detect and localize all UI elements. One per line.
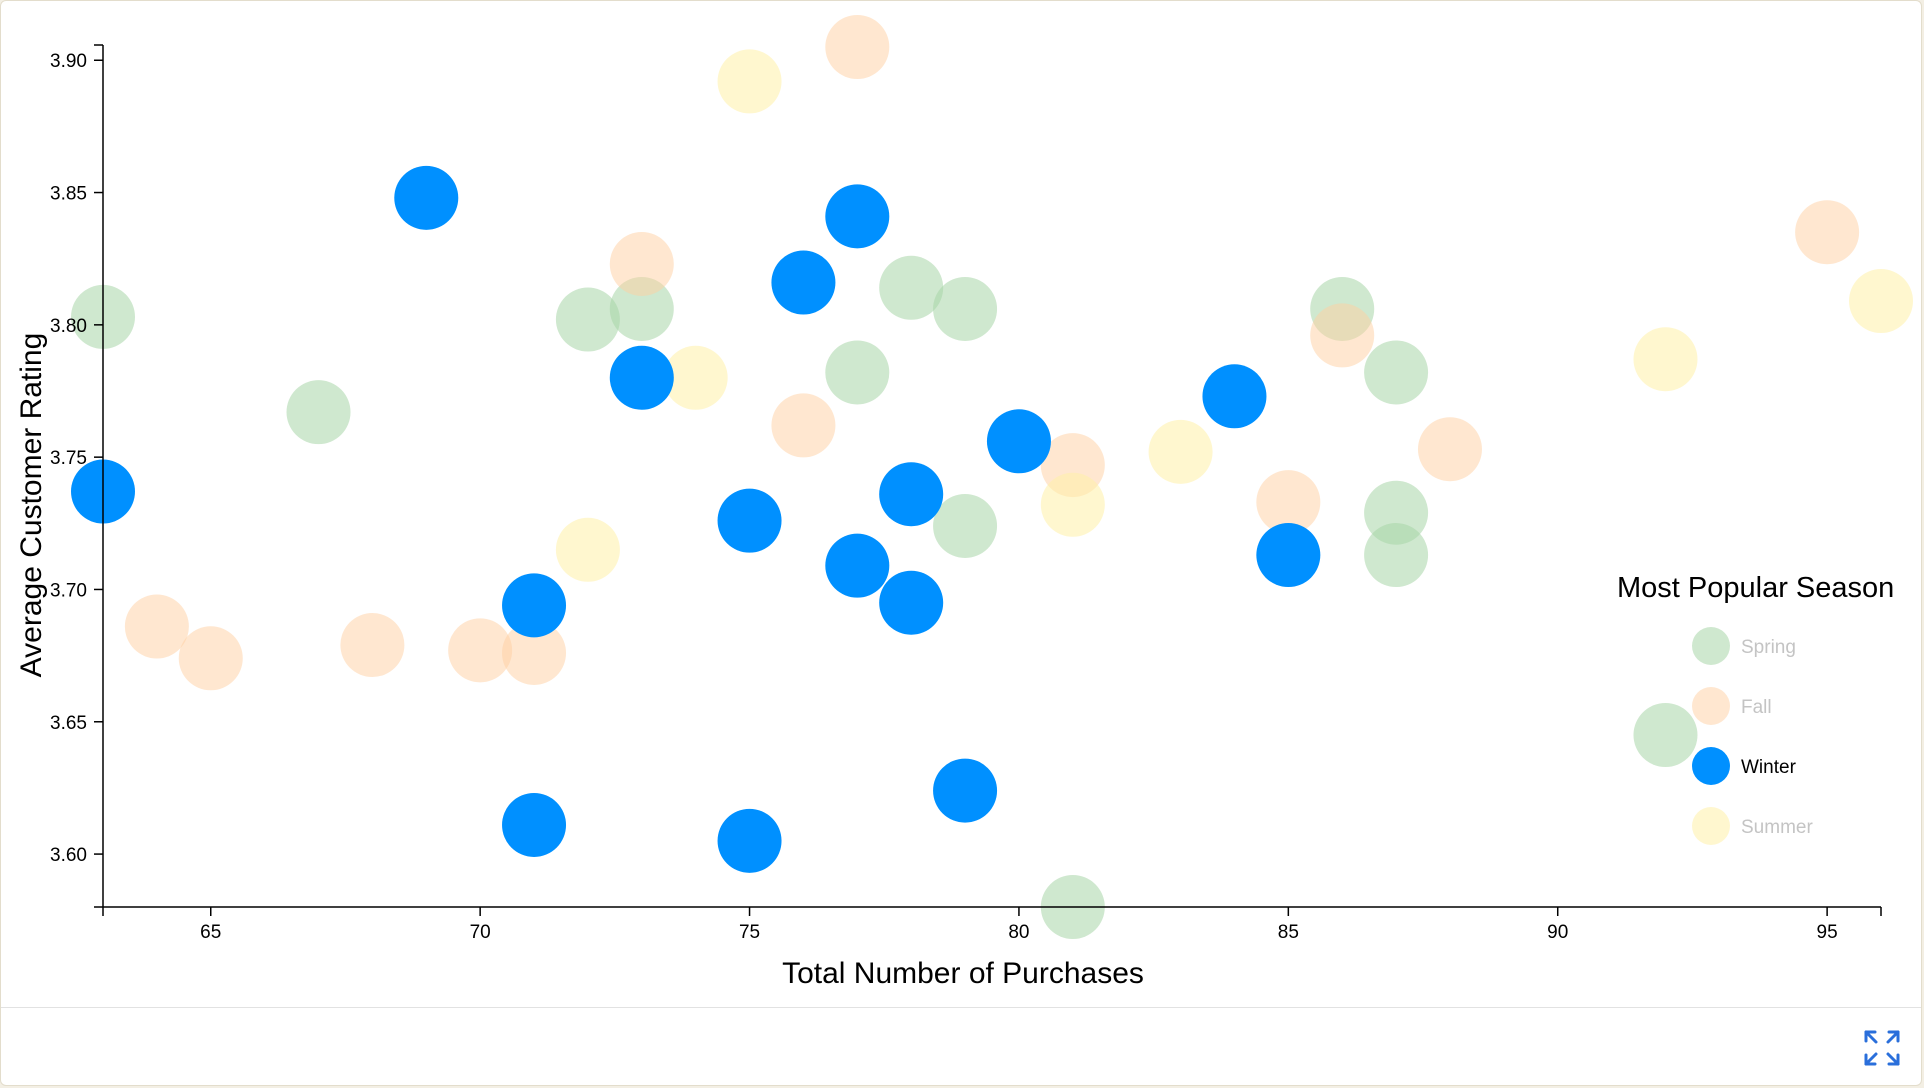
data-point-winter[interactable]: [1202, 364, 1267, 429]
data-point-fall[interactable]: [1417, 417, 1482, 482]
series-winter: [71, 165, 1321, 873]
data-point-spring[interactable]: [879, 255, 944, 320]
legend: Most Popular Season Spring Fall Winter Summ…: [1617, 572, 1894, 845]
data-point-spring[interactable]: [1364, 340, 1429, 405]
x-tick-label: 80: [1008, 922, 1029, 943]
data-point-summer[interactable]: [1633, 327, 1698, 392]
legend-label-spring: Spring: [1741, 637, 1796, 658]
data-point-winter[interactable]: [879, 570, 944, 635]
data-point-summer[interactable]: [717, 49, 782, 114]
data-point-winter[interactable]: [986, 409, 1051, 474]
data-point-winter[interactable]: [717, 488, 782, 553]
data-point-spring[interactable]: [933, 276, 998, 341]
data-point-summer[interactable]: [1040, 472, 1105, 537]
legend-swatch-spring: [1692, 627, 1730, 665]
legend-items: Spring Fall Winter Summer: [1692, 627, 1813, 845]
data-point-winter[interactable]: [1256, 523, 1321, 588]
data-point-summer[interactable]: [555, 517, 620, 582]
y-tick-label: 3.85: [50, 184, 87, 205]
data-point-spring[interactable]: [1633, 703, 1698, 767]
x-tick-label: 85: [1278, 922, 1299, 943]
legend-item-spring[interactable]: Spring: [1692, 627, 1796, 665]
series-fall: [124, 15, 1860, 691]
series-summer: [555, 49, 1913, 582]
x-tick-label: 90: [1547, 922, 1568, 943]
x-axis-title: Total Number of Purchases: [782, 957, 1144, 990]
data-point-winter[interactable]: [502, 573, 567, 638]
y-tick-label: 3.90: [50, 51, 87, 72]
data-point-winter[interactable]: [825, 533, 890, 598]
data-point-winter[interactable]: [609, 345, 674, 410]
data-point-fall[interactable]: [340, 613, 405, 678]
data-point-spring[interactable]: [555, 287, 620, 352]
data-point-fall[interactable]: [1256, 470, 1321, 535]
expand-arrows-icon: [1864, 1030, 1900, 1066]
legend-title: Most Popular Season: [1617, 572, 1894, 604]
legend-item-summer[interactable]: Summer: [1692, 807, 1813, 845]
data-point-fall[interactable]: [448, 618, 513, 683]
axes-layer: 65 70 75 80 85 90 95 3.603.653.703.753.803.853…: [50, 44, 1882, 943]
y-axis-ticks: 3.60 3.65 3.70 3.75 3.80 3.85 3.90: [50, 44, 103, 908]
data-point-fall[interactable]: [771, 393, 836, 458]
y-tick-label: 3.65: [50, 713, 87, 734]
data-point-summer[interactable]: [663, 345, 728, 410]
data-point-fall[interactable]: [502, 620, 567, 685]
legend-label-winter: Winter: [1741, 757, 1797, 778]
data-point-winter[interactable]: [879, 462, 944, 527]
data-point-fall[interactable]: [1795, 200, 1860, 265]
x-tick-label: 95: [1817, 922, 1838, 943]
data-point-spring[interactable]: [609, 276, 674, 341]
data-point-fall[interactable]: [178, 626, 243, 691]
data-point-winter[interactable]: [502, 792, 567, 857]
legend-label-fall: Fall: [1741, 697, 1772, 718]
data-point-fall[interactable]: [124, 594, 189, 659]
x-tick-label: 65: [200, 922, 221, 943]
x-axis-ticks: 65 70 75 80 85 90 95: [102, 907, 1882, 943]
legend-swatch-fall: [1692, 687, 1730, 725]
legend-item-fall[interactable]: Fall: [1692, 687, 1772, 725]
data-point-spring[interactable]: [1364, 523, 1429, 588]
data-point-winter[interactable]: [394, 165, 459, 230]
legend-label-summer: Summer: [1741, 817, 1813, 838]
data-point-winter[interactable]: [717, 808, 782, 873]
data-point-winter[interactable]: [771, 250, 836, 315]
data-point-fall[interactable]: [825, 15, 890, 79]
y-axis-title: Average Customer Rating: [15, 333, 48, 678]
y-tick-label: 3.80: [50, 316, 87, 337]
y-tick-label: 3.75: [50, 448, 87, 469]
bubbles-layer: [71, 15, 1913, 939]
data-point-fall[interactable]: [1310, 303, 1375, 368]
legend-swatch-winter: [1692, 747, 1730, 785]
data-point-spring[interactable]: [825, 340, 890, 405]
scatter-chart: 65 70 75 80 85 90 95 3.603.653.703.753.803.853…: [15, 15, 1913, 990]
data-point-spring[interactable]: [286, 380, 351, 445]
footer-divider: [1, 1007, 1921, 1008]
data-point-winter[interactable]: [825, 184, 890, 249]
y-tick-label: 3.70: [50, 580, 87, 601]
y-tick-label: 3.60: [50, 845, 87, 866]
data-point-spring[interactable]: [933, 493, 998, 558]
x-tick-label: 75: [739, 922, 760, 943]
data-point-summer[interactable]: [1148, 419, 1213, 484]
legend-item-winter[interactable]: Winter: [1692, 747, 1797, 785]
legend-swatch-summer: [1692, 807, 1730, 845]
data-point-fall[interactable]: [609, 231, 674, 296]
data-point-summer[interactable]: [1849, 269, 1913, 334]
expand-button[interactable]: [1861, 1027, 1903, 1069]
x-tick-label: 70: [470, 922, 491, 943]
data-point-winter[interactable]: [933, 758, 998, 823]
